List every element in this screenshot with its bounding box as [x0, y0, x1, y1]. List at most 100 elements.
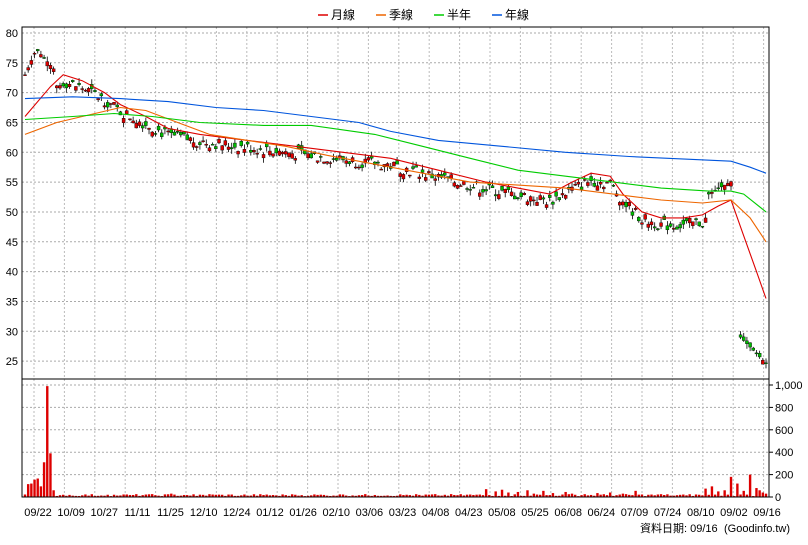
volume-bar	[208, 494, 211, 497]
volume-bar	[694, 494, 698, 497]
candlesticks	[23, 48, 768, 369]
candle-down	[160, 132, 164, 137]
date-tick-17: 06/24	[588, 507, 616, 519]
volume-bar	[351, 495, 354, 497]
volume-bar	[345, 495, 348, 497]
candle-down	[557, 197, 561, 201]
candle-up	[640, 222, 644, 225]
volume-bar	[449, 494, 453, 497]
candle-up	[417, 176, 422, 179]
volume-bar	[151, 494, 154, 497]
volume-bar	[135, 494, 138, 497]
volume-bar	[243, 494, 246, 497]
volume-bar	[500, 489, 504, 497]
candle-up	[532, 199, 536, 202]
volume-bar	[551, 493, 555, 497]
volume-bar	[357, 495, 361, 497]
volume-bar	[573, 494, 577, 497]
plot-frames	[21, 26, 770, 498]
candle-down	[233, 142, 237, 148]
date-tick-21: 09/02	[720, 507, 748, 519]
candle-up	[538, 195, 542, 200]
legend-label-3: 年線	[505, 7, 529, 22]
candle-up	[544, 204, 549, 208]
volume-bar	[249, 495, 252, 497]
volume-bar	[255, 495, 259, 497]
volume-bar	[287, 495, 291, 497]
volume-bar	[240, 495, 243, 497]
candle-down	[678, 224, 682, 229]
volume-bar	[516, 491, 520, 497]
volume-bar	[748, 474, 752, 497]
volume-bar	[637, 494, 640, 497]
candle-down	[697, 221, 701, 226]
volume-bar	[166, 494, 170, 497]
volume-bar	[624, 494, 628, 497]
volume-bar	[170, 493, 173, 497]
volume-bar	[116, 495, 119, 497]
volume-bar	[659, 494, 663, 497]
volume-bar	[593, 495, 596, 497]
volume-bar	[81, 495, 84, 497]
volume-bar	[491, 495, 494, 497]
candle-up	[147, 127, 151, 130]
candle-down	[331, 158, 336, 160]
candle-up	[45, 61, 49, 67]
candle-down	[484, 189, 488, 192]
volume-bar	[414, 494, 418, 497]
volume-bar	[294, 494, 297, 497]
volume-bar	[548, 495, 551, 497]
volume-bar	[325, 495, 329, 497]
volume-bar	[316, 494, 319, 497]
volume-bar	[443, 494, 446, 497]
volume-bar	[726, 494, 730, 497]
volume-bar	[23, 494, 27, 497]
volume-bar	[411, 495, 415, 497]
volume-bar	[278, 495, 281, 497]
candle-down	[757, 353, 762, 358]
candle-down	[77, 83, 81, 85]
candle-down	[347, 161, 352, 165]
candle-down	[738, 334, 743, 338]
candle-down	[694, 218, 698, 221]
candle-up	[287, 152, 291, 157]
candle-down	[589, 176, 593, 181]
candle-down	[548, 194, 552, 198]
candle-up	[398, 173, 402, 177]
candle-down	[369, 156, 374, 159]
candle-up	[322, 161, 326, 164]
candle-up	[703, 217, 708, 223]
volume-bar	[176, 495, 179, 497]
volume-bar	[395, 495, 399, 497]
volume-tick-400: 400	[775, 447, 793, 459]
candle-down	[144, 121, 148, 126]
candle-up	[598, 181, 603, 185]
candle-down	[443, 172, 447, 176]
volume-bar	[329, 495, 332, 497]
volume-bar	[494, 491, 497, 497]
candle-down	[115, 104, 119, 108]
candle-up	[277, 150, 282, 156]
volume-bar	[427, 494, 431, 497]
volume-bar	[621, 493, 625, 497]
candle-down	[751, 347, 755, 351]
candle-up	[649, 221, 654, 226]
candle-down	[210, 144, 215, 146]
volume-bar	[596, 493, 599, 497]
candle-up	[74, 86, 78, 91]
volume-bar	[488, 495, 491, 497]
volume-bar	[300, 495, 303, 497]
volume-bar	[233, 495, 237, 497]
volume-bar	[122, 494, 125, 497]
volume-bar	[507, 492, 510, 497]
volume-bar	[446, 495, 450, 497]
date-tick-14: 05/08	[488, 507, 516, 519]
candle-up	[605, 182, 609, 184]
candle-up	[385, 163, 390, 167]
candle-down	[395, 160, 399, 165]
candle-up	[166, 130, 170, 133]
candle-up	[602, 186, 606, 190]
volume-bar	[58, 495, 62, 497]
candle-down	[334, 157, 339, 161]
candle-down	[64, 83, 69, 89]
